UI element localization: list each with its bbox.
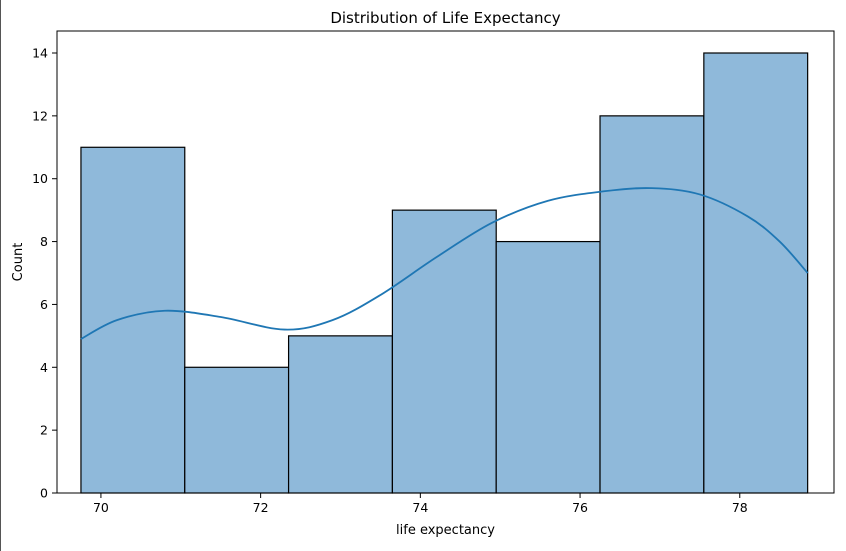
histogram-bar-3 — [287, 335, 393, 494]
x-tick-label: 70 — [93, 500, 109, 515]
bars-layer — [80, 52, 809, 494]
y-tick-label: 0 — [40, 486, 48, 501]
histogram-bar-6 — [599, 115, 705, 494]
y-tick-label: 12 — [32, 108, 48, 123]
y-tick-label: 4 — [40, 360, 48, 375]
y-axis-label: Count — [11, 243, 26, 282]
x-axis: 70 72 74 76 78 — [93, 493, 748, 515]
x-tick-label: 76 — [572, 500, 588, 515]
x-tick-label: 72 — [253, 500, 269, 515]
y-tick-label: 6 — [40, 297, 48, 312]
y-tick-label: 14 — [32, 46, 48, 61]
histogram-bar-2 — [184, 366, 290, 494]
chart-title: Distribution of Life Expectancy — [330, 9, 560, 27]
histogram-bar-7 — [703, 52, 809, 494]
histogram-bar-1 — [80, 146, 186, 494]
kde-curve — [80, 187, 809, 340]
y-tick-label: 2 — [40, 423, 48, 438]
x-tick-label: 74 — [412, 500, 428, 515]
histogram-bar-5 — [495, 240, 601, 494]
y-tick-label: 8 — [40, 234, 48, 249]
y-axis: 0 2 4 6 8 10 12 14 — [32, 46, 57, 501]
kde-layer — [80, 187, 809, 340]
x-axis-label: life expectancy — [396, 523, 495, 538]
histogram-bar-4 — [391, 209, 497, 494]
x-tick-label: 78 — [732, 500, 748, 515]
y-tick-label: 10 — [32, 171, 48, 186]
plot-frame — [56, 30, 835, 494]
